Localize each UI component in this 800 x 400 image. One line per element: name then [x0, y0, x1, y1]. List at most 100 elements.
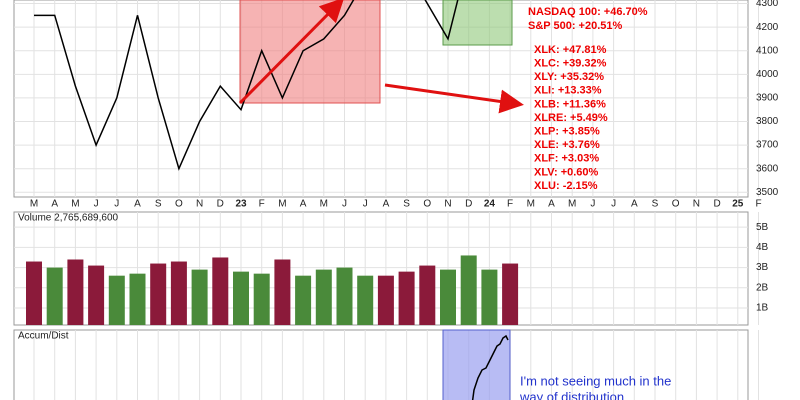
y-tick-label: 3800 [756, 116, 779, 127]
volume-bar [357, 275, 374, 325]
x-tick-label: A [51, 199, 58, 210]
sector-label: XLY: +35.32% [534, 71, 604, 83]
x-tick-label: F [507, 199, 513, 210]
highlight-box [239, 0, 381, 104]
volume-bar [67, 259, 84, 325]
price-line [34, 0, 459, 171]
highlight-box [442, 0, 513, 46]
y-tick-label: 3700 [756, 140, 779, 151]
x-tick-label: J [363, 199, 368, 210]
ad-line [471, 334, 509, 400]
x-tick-label: F [755, 199, 761, 210]
x-tick-label: A [300, 199, 307, 210]
sector-label: XLI: +13.33% [534, 85, 602, 97]
x-tick-label: M [30, 199, 38, 210]
sector-label: XLU: -2.15% [534, 180, 598, 192]
x-tick-label: S [652, 199, 659, 210]
volume-bar [88, 265, 105, 325]
y-tick-label: 3500 [756, 187, 779, 198]
x-tick-label: O [175, 199, 183, 210]
volume-bar [315, 269, 332, 325]
x-tick-label: O [672, 199, 680, 210]
x-tick-label: D [217, 199, 224, 210]
volume-bar [419, 265, 436, 325]
x-tick-label: A [134, 199, 141, 210]
volume-bar [191, 269, 208, 325]
comment: way of distribution [519, 389, 624, 400]
sector-label: XLC: +39.32% [534, 58, 607, 70]
index-label: NASDAQ 100: +46.70% [528, 6, 648, 18]
volume-bar [233, 271, 249, 325]
y-tick-label: 3900 [756, 93, 779, 104]
volume-bar [336, 267, 353, 325]
x-tick-label: J [114, 199, 119, 210]
volume-bar [460, 255, 477, 325]
x-tick-label: J [342, 199, 347, 210]
volume-title: Volume 2,765,689,600 [18, 213, 119, 224]
y-tick-label: 3600 [756, 163, 779, 174]
x-tick-label: 25 [732, 199, 744, 210]
y-tick-label: 1B [756, 303, 769, 314]
sector-label: XLE: +3.76% [534, 139, 600, 151]
sector-label: XLF: +3.03% [534, 153, 599, 165]
x-tick-label: 24 [484, 199, 496, 210]
arrow [384, 83, 524, 114]
sector-label: XLV: +0.60% [534, 166, 599, 178]
y-tick-label: 4300 [756, 0, 779, 9]
x-tick-label: M [320, 199, 328, 210]
volume-bar [274, 259, 291, 325]
x-tick-label: M [527, 199, 535, 210]
x-tick-label: A [548, 199, 555, 210]
sector-label: XLRE: +5.49% [534, 112, 608, 124]
volume-bar [295, 275, 312, 325]
x-tick-label: A [631, 199, 638, 210]
x-tick-label: 23 [235, 199, 247, 210]
x-tick-label: O [423, 199, 431, 210]
sector-label: XLB: +11.36% [534, 98, 606, 110]
index-label: S&P 500: +20.51% [528, 20, 622, 32]
volume-bar [150, 263, 167, 325]
x-tick-label: N [196, 199, 203, 210]
y-tick-label: 4B [756, 242, 769, 253]
volume-bar [26, 261, 42, 325]
x-tick-label: S [155, 199, 162, 210]
x-tick-label: M [568, 199, 576, 210]
comment: I'm not seeing much in the [520, 373, 671, 388]
x-tick-label: S [403, 199, 410, 210]
y-tick-label: 4200 [756, 22, 779, 33]
sector-label: XLP: +3.85% [534, 126, 600, 138]
volume-bar [440, 269, 456, 325]
y-tick-label: 4000 [756, 69, 779, 80]
volume-bar [170, 261, 187, 325]
volume-bar [253, 273, 270, 325]
volume-bar [46, 267, 63, 325]
x-tick-label: N [444, 199, 451, 210]
y-tick-label: 2B [756, 282, 769, 293]
x-tick-label: J [611, 199, 616, 210]
volume-bar [502, 263, 519, 325]
volume-bar [481, 269, 498, 325]
price-panel [13, 0, 749, 198]
x-tick-label: N [693, 199, 700, 210]
x-tick-label: M [278, 199, 286, 210]
y-tick-label: 4100 [756, 45, 779, 56]
x-tick-label: J [590, 199, 595, 210]
x-tick-label: D [713, 199, 720, 210]
x-tick-label: F [259, 199, 265, 210]
ad-title: Accum/Dist [18, 331, 69, 342]
x-tick-label: A [383, 199, 390, 210]
volume-bar [212, 257, 229, 325]
y-tick-label: 3B [756, 262, 769, 273]
highlight-box [442, 329, 511, 400]
volume-bar [129, 273, 146, 325]
x-tick-label: D [465, 199, 472, 210]
volume-bar [108, 275, 125, 325]
arrow [238, 0, 345, 105]
x-tick-label: J [94, 199, 99, 210]
volume-bar [398, 271, 415, 325]
sector-label: XLK: +47.81% [534, 44, 607, 56]
x-tick-label: M [71, 199, 79, 210]
y-tick-label: 5B [756, 222, 769, 233]
volume-bar [377, 275, 394, 325]
